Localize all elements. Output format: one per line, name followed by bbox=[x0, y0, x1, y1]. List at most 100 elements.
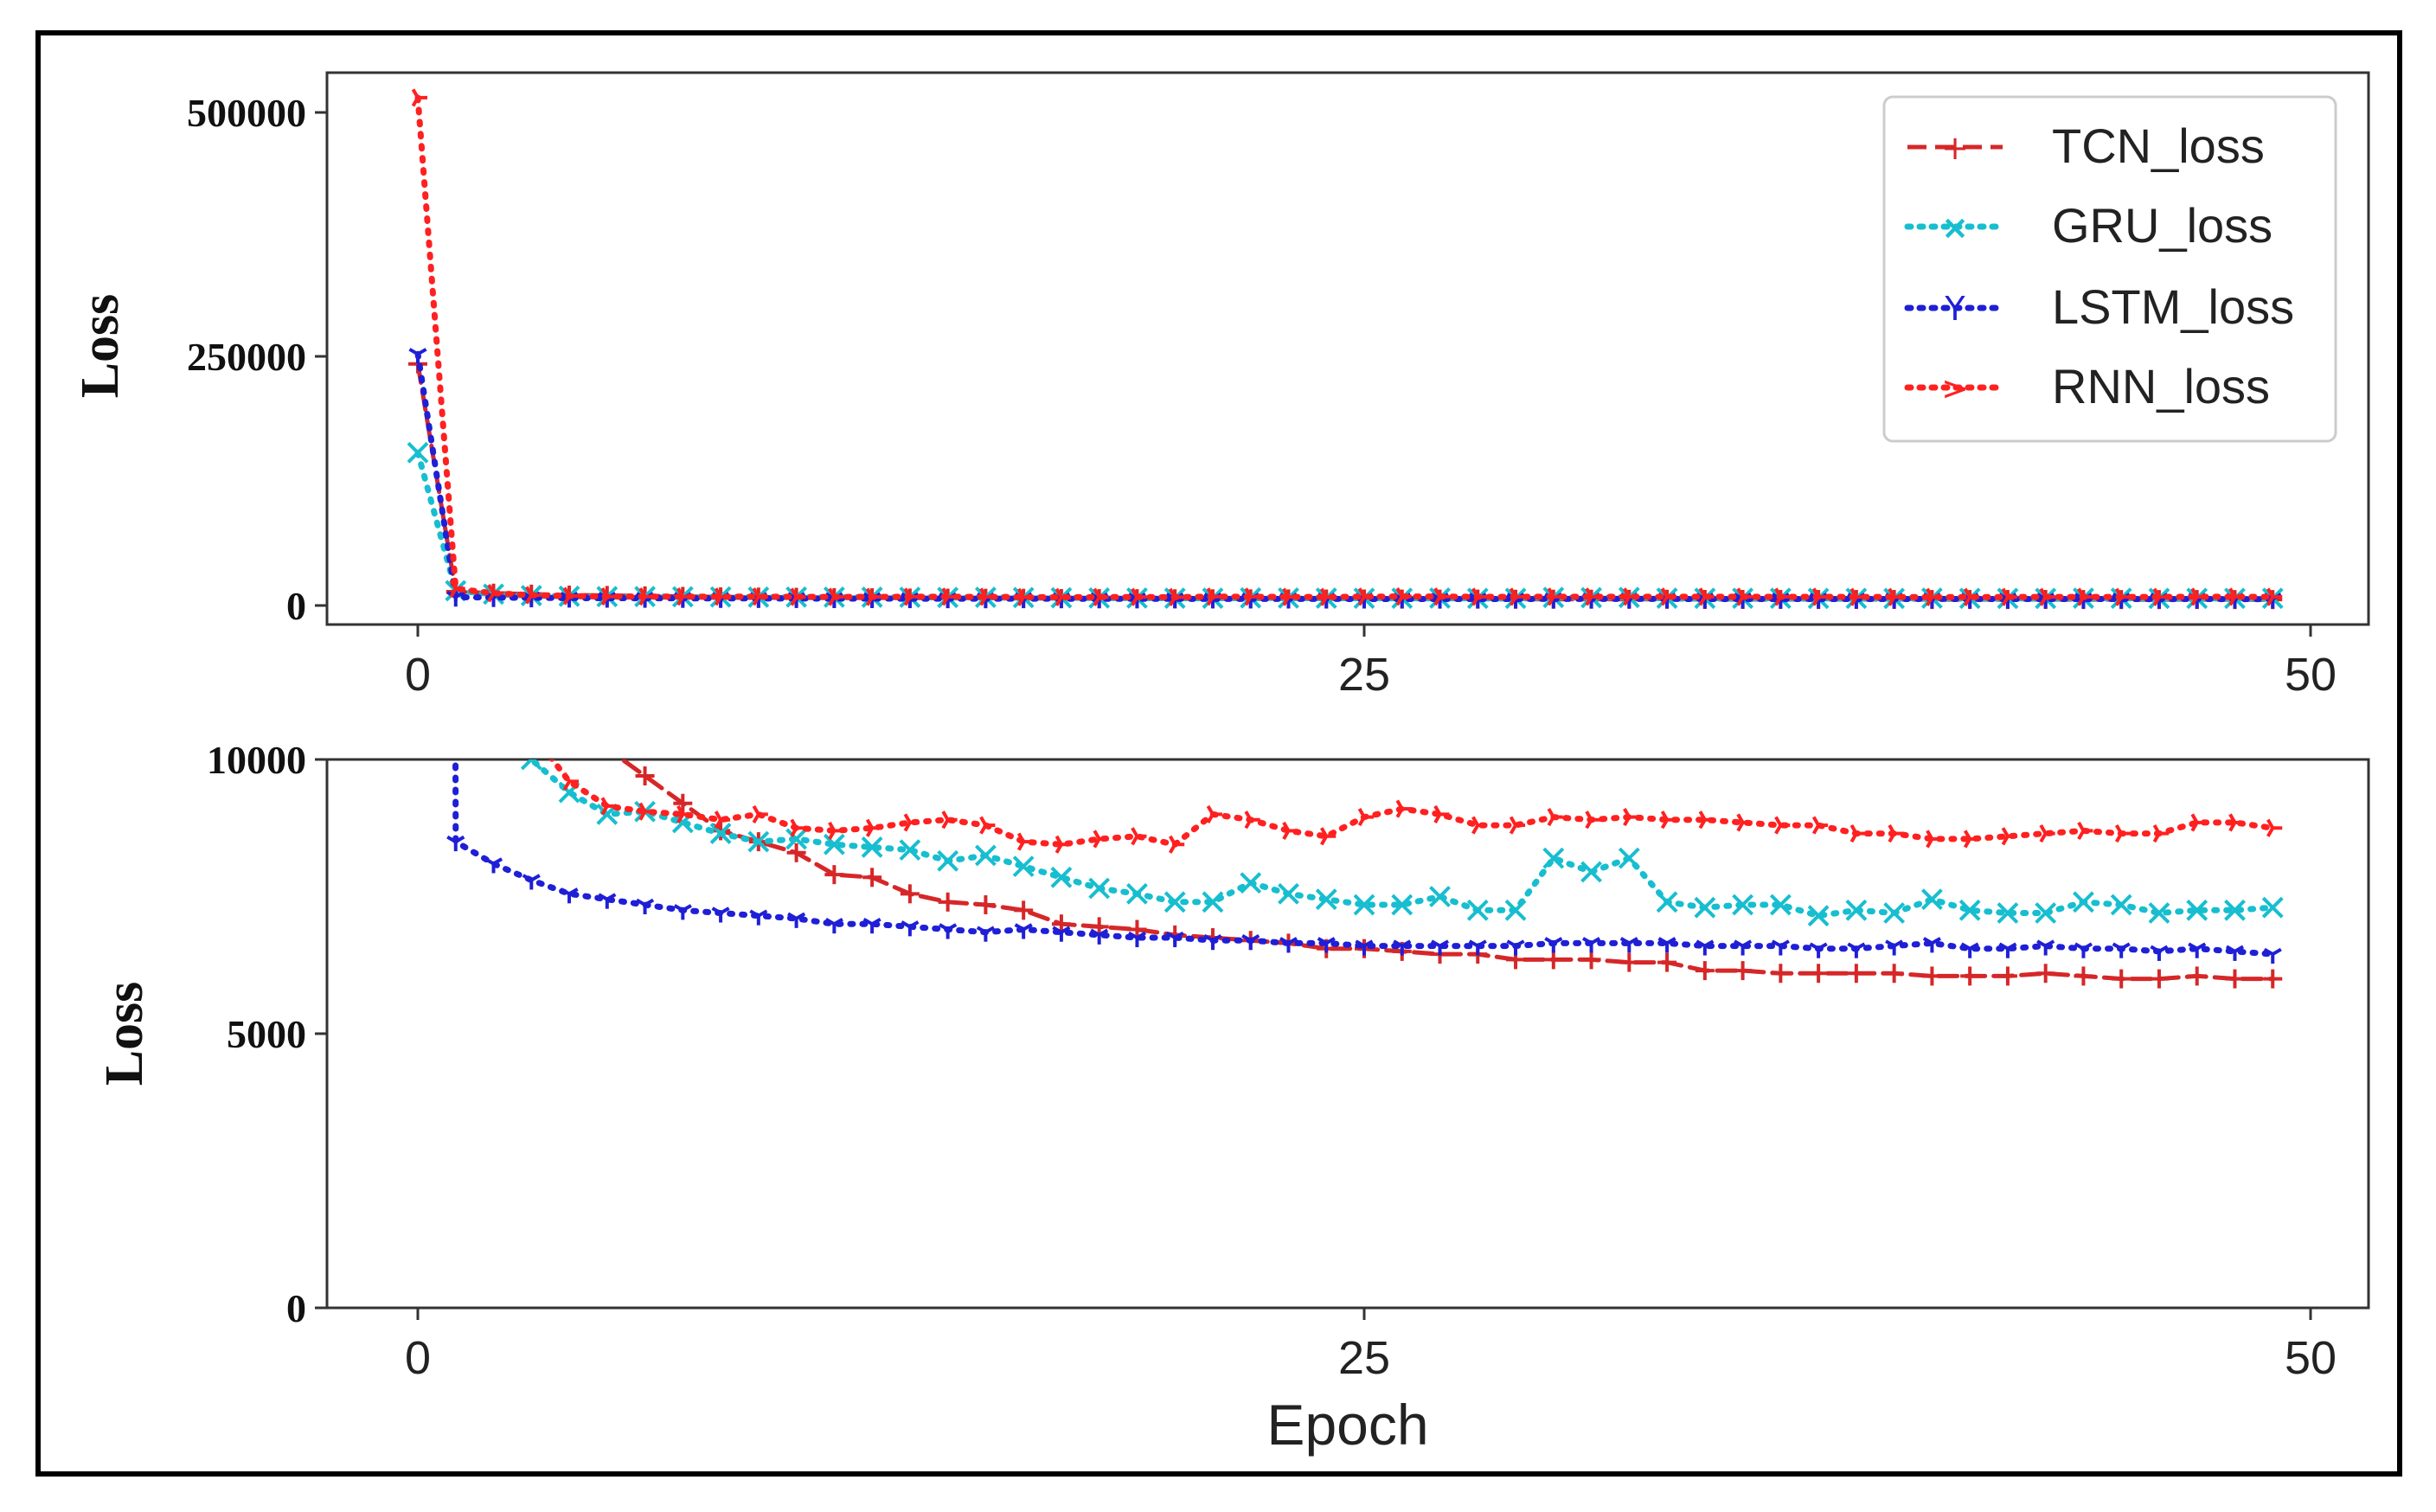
bottom-lstm-marker bbox=[1506, 939, 1525, 956]
bottom-gru-marker bbox=[1504, 899, 1527, 921]
top-rnn-marker bbox=[1888, 587, 1904, 606]
top-rnn-marker bbox=[1509, 587, 1526, 606]
bottom-gru-marker bbox=[1997, 902, 2019, 924]
top-xtick-label: 25 bbox=[1338, 649, 1390, 701]
bottom-line-gru bbox=[528, 759, 2276, 919]
top-rnn-marker bbox=[903, 587, 920, 606]
bottom-rnn-marker bbox=[1433, 804, 1450, 823]
bottom-rnn-marker bbox=[1395, 799, 1412, 818]
top-rnn-marker bbox=[828, 587, 844, 606]
bottom-lstm-marker bbox=[901, 920, 920, 937]
bottom-lstm-marker bbox=[1960, 942, 1979, 958]
legend-entry-tcn: + TCN_loss bbox=[1907, 119, 2265, 173]
bottom-lstm-marker bbox=[939, 923, 958, 939]
bottom-lstm-marker bbox=[1430, 939, 1450, 956]
top-rnn-marker bbox=[1585, 587, 1601, 606]
legend-entry-gru: × GRU_loss bbox=[1904, 198, 2273, 253]
bottom-rnn-marker bbox=[903, 813, 920, 832]
bottom-lstm-marker bbox=[1241, 933, 1260, 951]
bottom-rnn-marker bbox=[676, 804, 693, 823]
bottom-rnn-marker bbox=[2266, 818, 2283, 837]
bottom-tcn-marker bbox=[1581, 950, 1601, 970]
top-rnn-marker bbox=[1282, 587, 1298, 606]
top-rnn-marker bbox=[1131, 587, 1147, 606]
bottom-series-lstm bbox=[446, 759, 2282, 964]
bottom-gru-marker bbox=[1807, 905, 1830, 927]
bottom-rnn-marker bbox=[2190, 813, 2207, 832]
top-rnn-marker bbox=[2190, 587, 2207, 606]
top-rnn-marker bbox=[2266, 587, 2283, 606]
bottom-lstm-marker bbox=[635, 898, 655, 915]
bottom-gru-marker bbox=[1694, 896, 1716, 919]
bottom-tcn-marker bbox=[976, 895, 996, 915]
top-panel: 0 25 50 0 250000 500000 Loss + TCN_loss … bbox=[71, 71, 2370, 701]
bottom-lstm-marker bbox=[2150, 945, 2169, 961]
top-xtick-label: 0 bbox=[405, 649, 431, 701]
bottom-tcn-marker bbox=[1922, 966, 1942, 986]
bottom-lstm-marker bbox=[1581, 937, 1601, 953]
bottom-tcn-marker bbox=[2035, 964, 2055, 983]
bottom-gru-marker bbox=[1315, 888, 1337, 911]
top-rnn-marker bbox=[1849, 587, 1866, 606]
bottom-gru-marker bbox=[1240, 872, 1262, 894]
bottom-gru-marker bbox=[2186, 899, 2208, 921]
bottom-rnn-marker bbox=[562, 772, 580, 791]
bottom-tcn-marker bbox=[1846, 964, 1866, 983]
bottom-lstm-marker bbox=[484, 857, 503, 874]
bottom-tcn-marker bbox=[1809, 964, 1829, 983]
bottom-rnn-marker bbox=[1698, 810, 1715, 830]
top-rnn-marker bbox=[1320, 587, 1337, 606]
bottom-tcn-marker bbox=[1657, 952, 1677, 972]
bottom-gru-marker bbox=[1958, 899, 1981, 921]
top-rnn-marker bbox=[2077, 587, 2093, 606]
bottom-lstm-marker bbox=[598, 893, 617, 909]
bottom-rnn-marker bbox=[752, 804, 768, 823]
bottom-rnn-marker bbox=[1509, 816, 1526, 835]
bottom-gru-marker bbox=[747, 830, 770, 853]
top-rnn-marker bbox=[1055, 587, 1071, 606]
legend-entry-rnn: > RNN_loss bbox=[1904, 359, 2270, 413]
bottom-rnn-marker bbox=[1774, 816, 1791, 835]
bottom-rnn-marker bbox=[1963, 830, 1980, 849]
top-rnn-marker bbox=[1471, 587, 1488, 606]
bottom-xtick-label: 0 bbox=[405, 1332, 431, 1384]
bottom-lstm-marker bbox=[446, 835, 465, 852]
bottom-rnn-marker bbox=[1849, 824, 1866, 843]
legend-label-gru: GRU_loss bbox=[2052, 198, 2273, 253]
bottom-lstm-marker bbox=[1734, 939, 1753, 956]
bottom-tcn-marker bbox=[1543, 950, 1563, 970]
bottom-rnn-marker bbox=[600, 797, 617, 816]
bottom-lstm-marker bbox=[862, 917, 881, 934]
top-rnn-marker bbox=[979, 587, 996, 606]
bottom-gru-marker bbox=[974, 844, 997, 867]
bottom-tcn-marker bbox=[1884, 964, 1904, 983]
top-plot-area bbox=[325, 71, 2370, 626]
bottom-gru-marker bbox=[1278, 882, 1299, 905]
bottom-rnn-marker bbox=[1547, 808, 1563, 827]
bottom-lstm-marker bbox=[673, 904, 692, 920]
bottom-tcn-marker bbox=[1960, 966, 1980, 986]
top-rnn-marker bbox=[1206, 587, 1222, 606]
bottom-tcn-marker bbox=[1997, 966, 2017, 986]
top-rnn-marker bbox=[411, 88, 427, 107]
bottom-rnn-marker bbox=[1357, 808, 1374, 827]
top-rnn-marker bbox=[865, 587, 882, 606]
bottom-gru-marker bbox=[709, 823, 732, 845]
top-rnn-marker bbox=[1660, 587, 1677, 606]
bottom-xtick-label: 25 bbox=[1338, 1332, 1390, 1384]
bottom-tcn-marker bbox=[2149, 969, 2169, 989]
bottom-x-axis: 0 25 50 bbox=[405, 1308, 2337, 1384]
bottom-tcn-marker bbox=[938, 892, 958, 912]
top-rnn-marker bbox=[1395, 587, 1412, 606]
bottom-lstm-marker bbox=[711, 907, 730, 923]
bottom-gru-marker bbox=[1429, 886, 1451, 907]
top-series-layer bbox=[407, 88, 2284, 610]
bottom-rnn-marker bbox=[714, 810, 731, 830]
bottom-rnn-marker bbox=[1320, 827, 1337, 846]
bottom-rnn-marker bbox=[1282, 821, 1298, 840]
bottom-lstm-marker bbox=[1052, 926, 1071, 942]
bottom-lstm-marker bbox=[1771, 939, 1790, 956]
bottom-gru-marker bbox=[1088, 877, 1111, 900]
bottom-lstm-marker bbox=[1014, 923, 1033, 939]
bottom-gru-marker bbox=[2073, 891, 2094, 913]
